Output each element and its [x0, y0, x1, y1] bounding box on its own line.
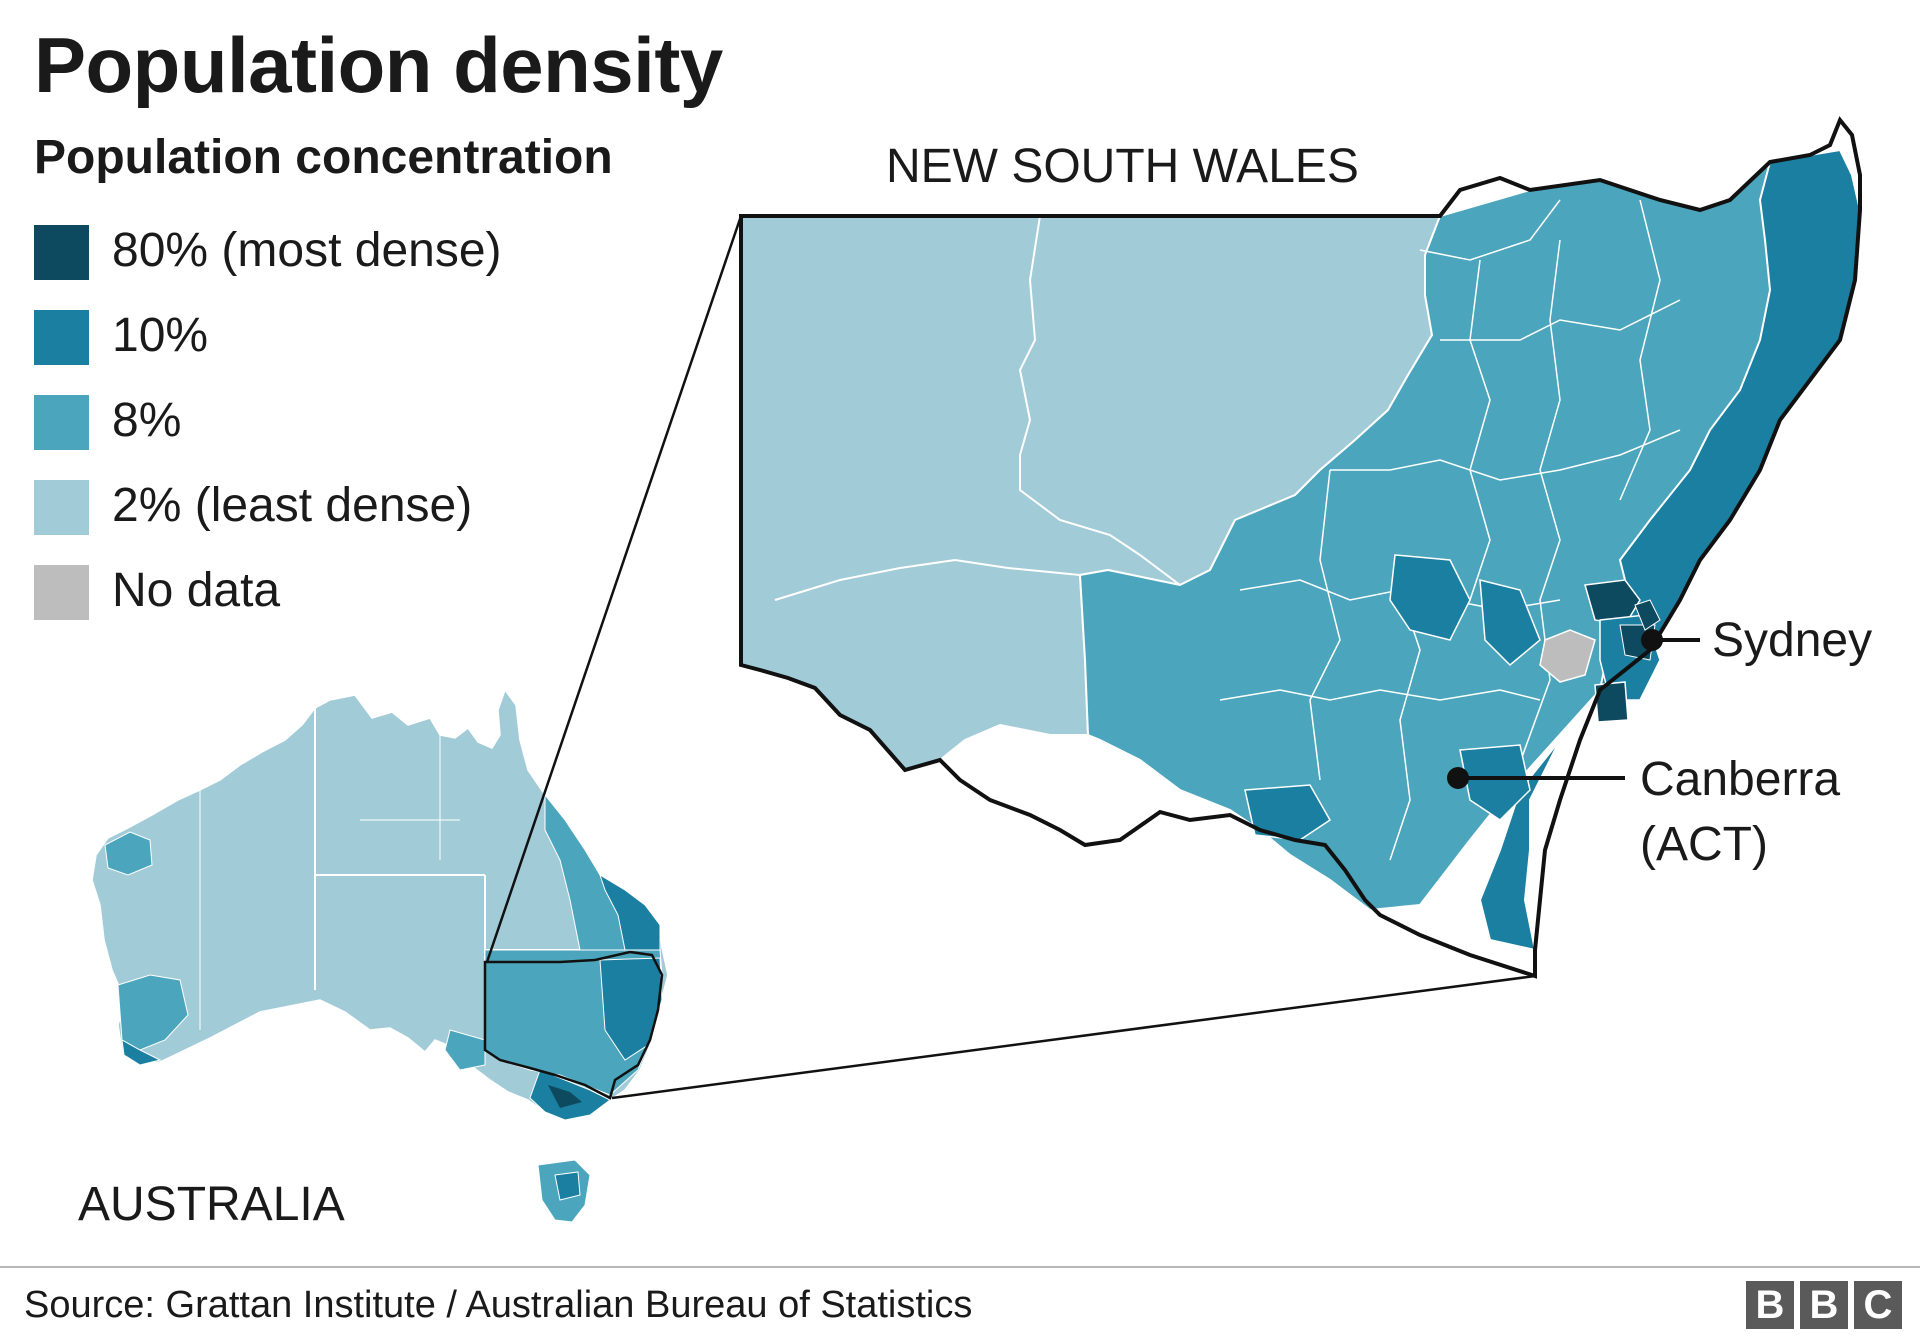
nsw-label: NEW SOUTH WALES — [886, 140, 1359, 193]
legend-swatch — [34, 225, 89, 280]
legend-swatch — [34, 395, 89, 450]
canberra-label-act: (ACT) — [1640, 818, 1768, 871]
legend-label: 2% (least dense) — [112, 479, 473, 532]
connector-line-top — [485, 215, 743, 963]
legend-swatch — [34, 480, 89, 535]
nsw-highlight-outline — [483, 950, 664, 1100]
legend-label: 8% — [112, 394, 182, 447]
footer-divider — [0, 1266, 1920, 1268]
sydney-label: Sydney — [1712, 614, 1872, 667]
bbc-logo-letter: C — [1854, 1281, 1902, 1329]
nsw-map — [739, 116, 1862, 979]
bbc-logo: B B C — [1746, 1281, 1902, 1329]
region-sydney-80pct — [1584, 579, 1641, 626]
canberra-label: Canberra — [1640, 753, 1840, 806]
region-no-data — [1539, 629, 1596, 683]
legend-label: 10% — [112, 309, 209, 362]
legend-label: 80% (most dense) — [112, 224, 502, 277]
page-title: Population density — [34, 21, 723, 109]
connector-line-bottom — [611, 974, 1536, 1100]
legend-swatch — [34, 310, 89, 365]
legend-swatch — [34, 565, 89, 620]
legend-title: Population concentration — [34, 131, 613, 184]
source-note: Source: Grattan Institute / Australian B… — [24, 1284, 973, 1326]
australia-label: AUSTRALIA — [78, 1178, 345, 1231]
bbc-logo-letter: B — [1746, 1281, 1794, 1329]
legend-label: No data — [112, 564, 281, 617]
nsw-outline — [739, 116, 1862, 979]
australia-map — [91, 688, 669, 1223]
bbc-logo-letter: B — [1800, 1281, 1848, 1329]
